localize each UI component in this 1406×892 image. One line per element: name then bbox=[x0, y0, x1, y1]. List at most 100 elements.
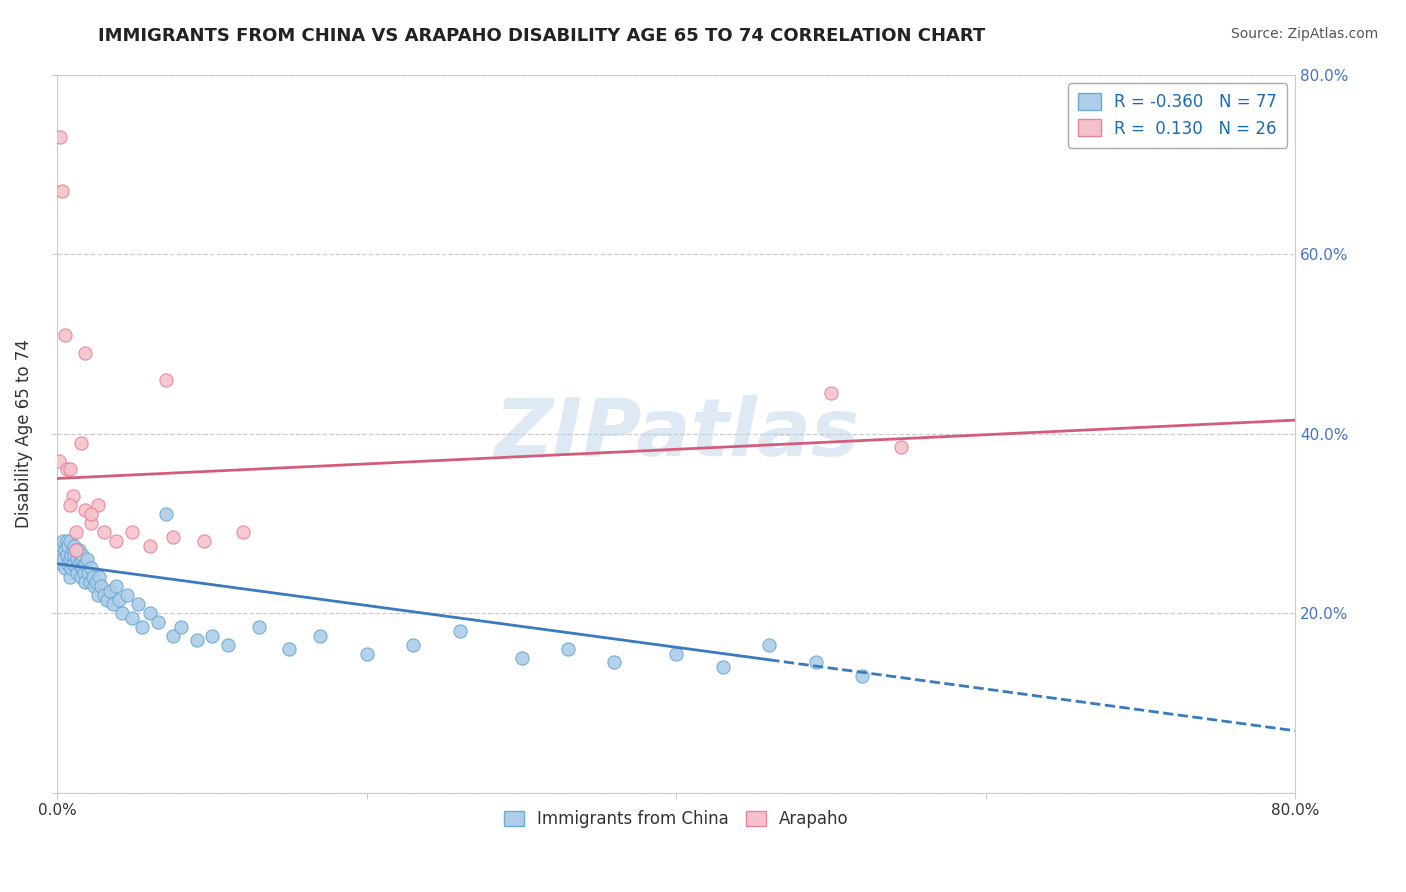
Point bbox=[55, 462, 77, 476]
Point bbox=[62, 490, 84, 504]
Y-axis label: Disability Age 65 to 74: Disability Age 65 to 74 bbox=[15, 339, 32, 528]
Point bbox=[87, 570, 110, 584]
Point bbox=[49, 130, 72, 145]
Point bbox=[86, 588, 108, 602]
Point bbox=[56, 557, 79, 571]
Point bbox=[247, 619, 270, 633]
Point bbox=[49, 548, 72, 562]
Point bbox=[76, 552, 98, 566]
Point bbox=[127, 597, 149, 611]
Point bbox=[139, 539, 162, 553]
Point bbox=[59, 499, 82, 513]
Point bbox=[60, 561, 83, 575]
Point bbox=[48, 453, 70, 467]
Point bbox=[105, 534, 128, 549]
Point bbox=[309, 629, 332, 643]
Point bbox=[105, 579, 128, 593]
Point bbox=[52, 534, 75, 549]
Point bbox=[851, 669, 873, 683]
Point bbox=[170, 619, 193, 633]
Point bbox=[820, 386, 842, 401]
Point bbox=[121, 525, 143, 540]
Point bbox=[83, 579, 105, 593]
Point bbox=[84, 574, 107, 589]
Point bbox=[65, 561, 87, 575]
Point bbox=[162, 530, 184, 544]
Point bbox=[804, 656, 827, 670]
Point bbox=[603, 656, 626, 670]
Point bbox=[75, 346, 97, 360]
Point bbox=[98, 583, 121, 598]
Point bbox=[65, 543, 87, 558]
Point bbox=[51, 557, 73, 571]
Point bbox=[75, 574, 97, 589]
Point bbox=[557, 642, 579, 657]
Text: Source: ZipAtlas.com: Source: ZipAtlas.com bbox=[1230, 27, 1378, 41]
Point bbox=[77, 566, 100, 580]
Point bbox=[402, 638, 425, 652]
Point bbox=[510, 651, 533, 665]
Point bbox=[53, 327, 76, 342]
Point bbox=[162, 629, 184, 643]
Text: ZIPatlas: ZIPatlas bbox=[494, 394, 859, 473]
Point bbox=[80, 508, 103, 522]
Point bbox=[139, 606, 162, 620]
Point bbox=[67, 543, 90, 558]
Point bbox=[63, 548, 86, 562]
Point bbox=[55, 548, 77, 562]
Point bbox=[711, 660, 734, 674]
Point bbox=[59, 570, 82, 584]
Point bbox=[193, 534, 215, 549]
Point bbox=[65, 525, 87, 540]
Point bbox=[55, 534, 77, 549]
Point bbox=[155, 373, 177, 387]
Point bbox=[665, 647, 688, 661]
Point bbox=[75, 557, 97, 571]
Point bbox=[56, 539, 79, 553]
Point bbox=[69, 435, 91, 450]
Point bbox=[75, 503, 97, 517]
Point bbox=[449, 624, 471, 638]
Point bbox=[70, 548, 93, 562]
Point bbox=[51, 539, 73, 553]
Point bbox=[80, 516, 103, 531]
Point bbox=[758, 638, 780, 652]
Point bbox=[186, 633, 208, 648]
Point bbox=[146, 615, 169, 629]
Point bbox=[52, 552, 75, 566]
Point bbox=[53, 543, 76, 558]
Point bbox=[63, 539, 86, 553]
Point bbox=[121, 610, 143, 624]
Point bbox=[66, 566, 89, 580]
Point bbox=[80, 561, 103, 575]
Point bbox=[59, 462, 82, 476]
Point bbox=[51, 184, 73, 198]
Point bbox=[890, 440, 912, 454]
Point bbox=[67, 557, 90, 571]
Legend: Immigrants from China, Arapaho: Immigrants from China, Arapaho bbox=[498, 804, 855, 835]
Point bbox=[155, 508, 177, 522]
Point bbox=[278, 642, 301, 657]
Point bbox=[201, 629, 224, 643]
Point bbox=[62, 557, 84, 571]
Point bbox=[62, 543, 84, 558]
Point bbox=[115, 588, 138, 602]
Point bbox=[96, 592, 118, 607]
Point bbox=[108, 592, 131, 607]
Point bbox=[48, 543, 70, 558]
Point bbox=[111, 606, 134, 620]
Point bbox=[66, 552, 89, 566]
Point bbox=[90, 579, 112, 593]
Point bbox=[232, 525, 254, 540]
Point bbox=[82, 570, 104, 584]
Point bbox=[79, 574, 101, 589]
Point bbox=[59, 552, 82, 566]
Point bbox=[53, 561, 76, 575]
Point bbox=[69, 552, 91, 566]
Point bbox=[217, 638, 239, 652]
Point bbox=[72, 566, 94, 580]
Text: IMMIGRANTS FROM CHINA VS ARAPAHO DISABILITY AGE 65 TO 74 CORRELATION CHART: IMMIGRANTS FROM CHINA VS ARAPAHO DISABIL… bbox=[98, 27, 986, 45]
Point bbox=[70, 561, 93, 575]
Point bbox=[65, 543, 87, 558]
Point bbox=[69, 570, 91, 584]
